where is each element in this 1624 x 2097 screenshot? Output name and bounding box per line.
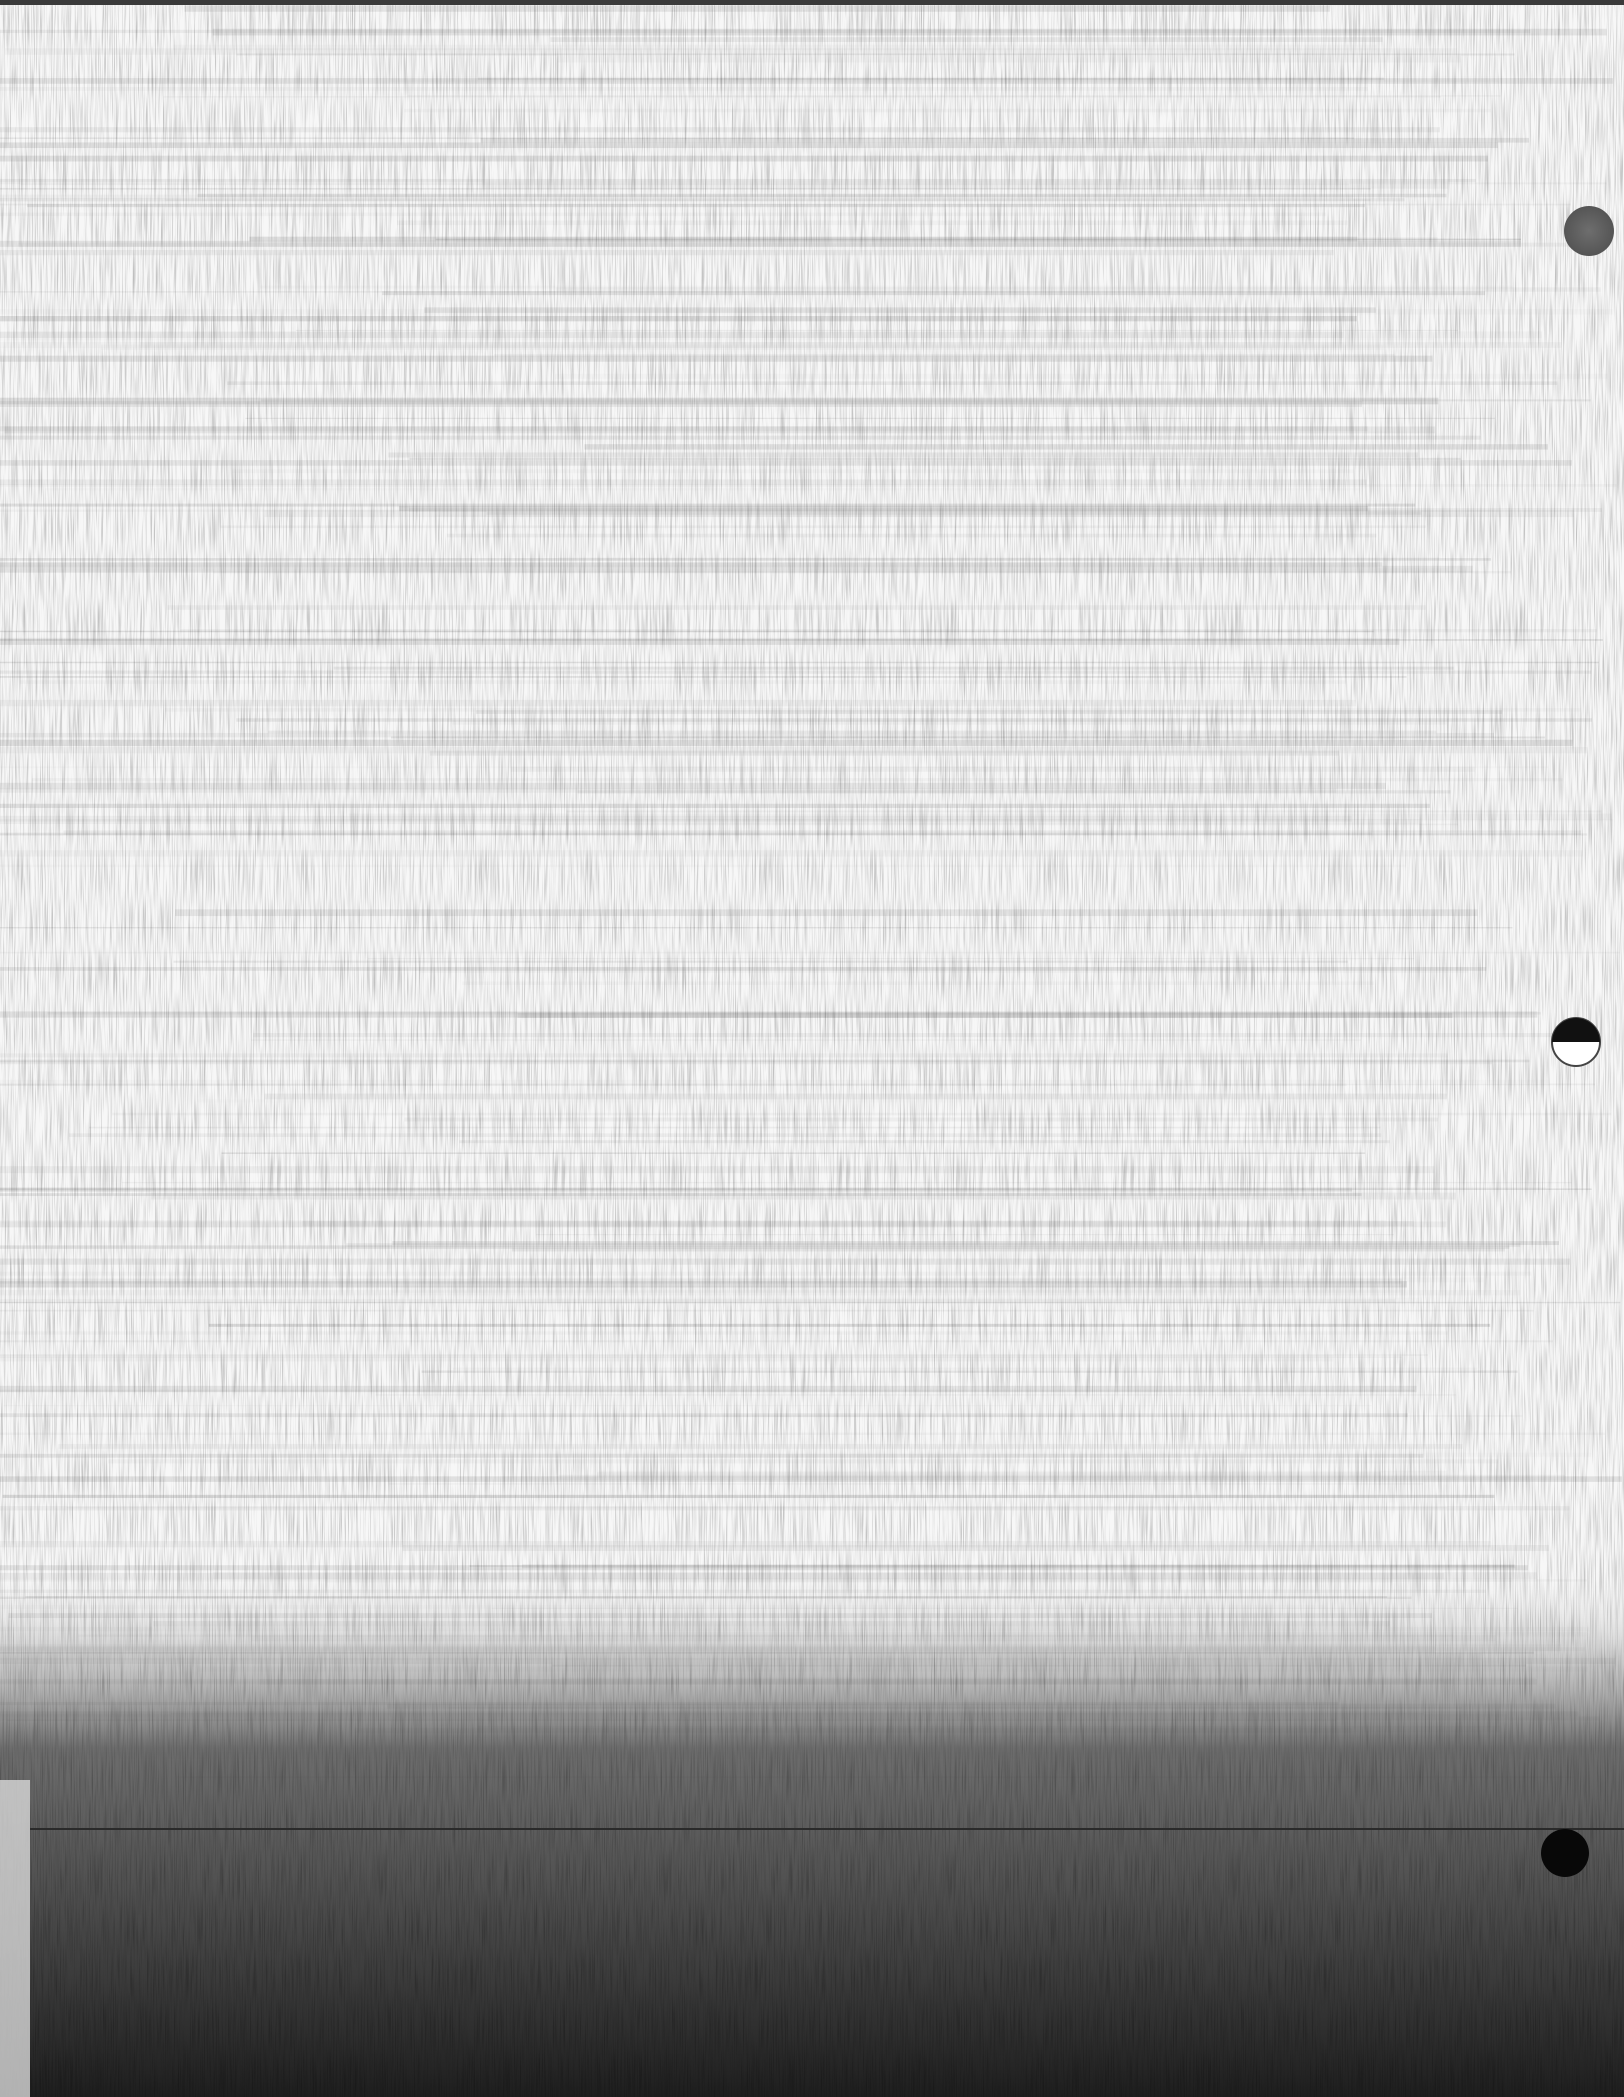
grain <box>0 0 1624 2097</box>
top-edge <box>0 0 1624 5</box>
punch-hole <box>1541 1829 1589 1877</box>
left-margin-strip <box>0 1780 30 2097</box>
punch-hole <box>1552 1018 1600 1066</box>
scanned-page <box>0 0 1624 2097</box>
page: (() => { const data = JSON.parse(documen… <box>0 0 1624 2097</box>
punch-hole <box>1564 206 1614 256</box>
